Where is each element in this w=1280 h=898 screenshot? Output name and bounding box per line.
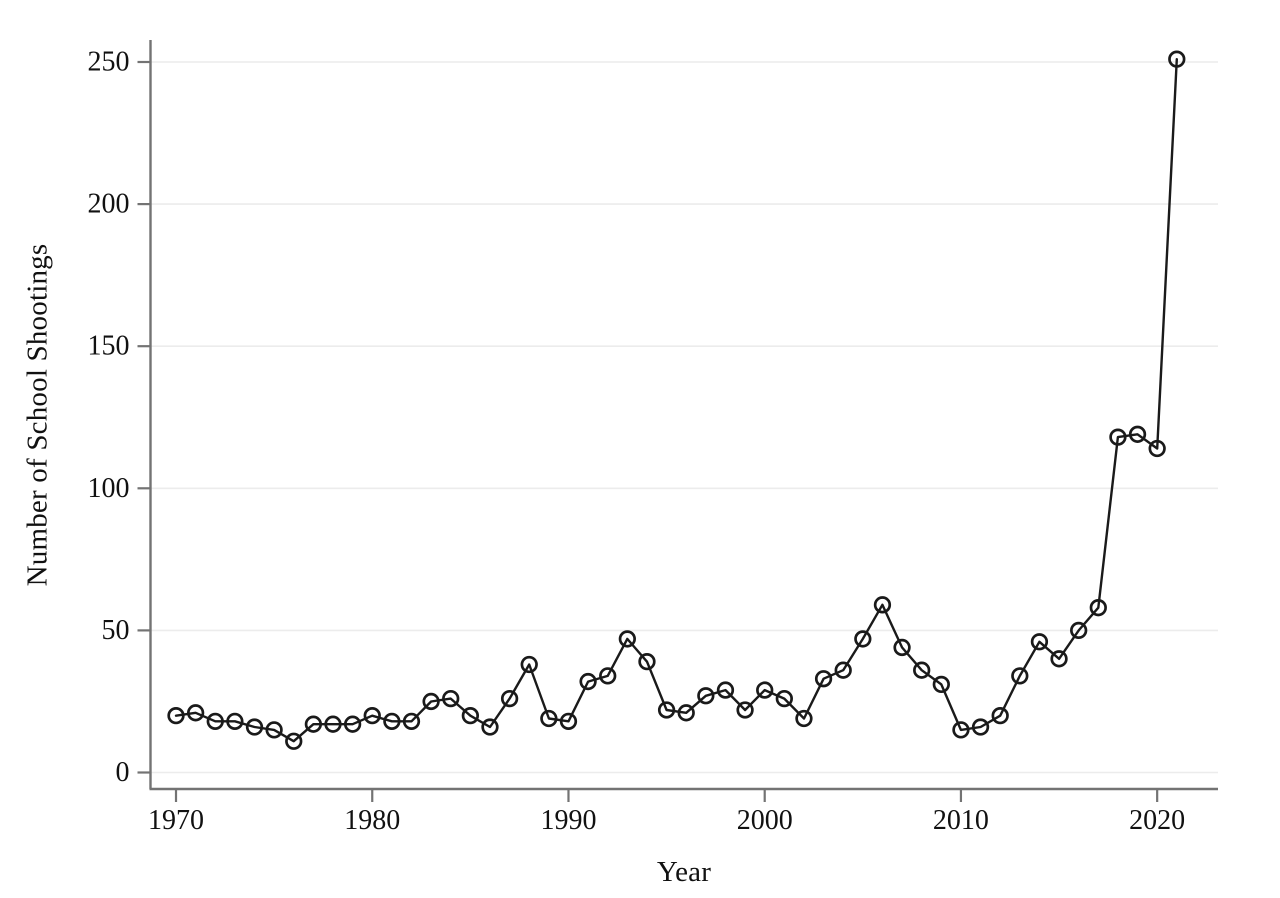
data-point-1971 <box>186 704 205 722</box>
data-point-1996 <box>677 704 695 722</box>
y-tick-label-50: 50 <box>102 615 130 646</box>
data-point-1986 <box>481 718 499 736</box>
data-line <box>174 58 1179 743</box>
data-point-2004 <box>834 661 852 679</box>
data-point-2007 <box>893 638 911 657</box>
x-tick-label-2010: 2010 <box>933 805 989 836</box>
data-point-2003 <box>814 670 833 688</box>
data-point-1991 <box>579 672 597 691</box>
data-point-1978 <box>324 715 342 733</box>
data-point-1972 <box>206 712 224 730</box>
data-point-2012 <box>991 707 1009 725</box>
data-point-2019 <box>1128 425 1147 443</box>
data-point-1977 <box>304 715 323 733</box>
data-point-1974 <box>245 718 264 736</box>
data-point-1970 <box>167 707 185 725</box>
y-tick-label-0: 0 <box>116 757 130 788</box>
y-tick-label-150: 150 <box>88 331 130 362</box>
data-point-1981 <box>383 712 401 730</box>
x-tick-label-1970: 1970 <box>148 805 204 836</box>
data-point-2006 <box>873 596 892 614</box>
data-point-2010 <box>952 721 970 739</box>
data-point-2001 <box>775 689 793 708</box>
data-point-1987 <box>500 689 519 708</box>
y-tick-label-100: 100 <box>88 473 130 504</box>
data-point-2017 <box>1089 599 1107 617</box>
data-point-1999 <box>736 701 754 719</box>
data-point-2002 <box>795 709 813 728</box>
data-point-1989 <box>540 709 558 728</box>
y-axis-title: Number of School Shootings <box>21 243 54 587</box>
x-tick-label-1990: 1990 <box>540 805 596 836</box>
data-point-2015 <box>1050 650 1068 668</box>
x-axis-title: Year <box>656 856 712 888</box>
data-point-1985 <box>461 707 480 725</box>
data-point-1994 <box>638 653 656 671</box>
data-point-2009 <box>932 675 950 694</box>
data-point-2016 <box>1070 621 1088 640</box>
data-point-1984 <box>442 689 460 708</box>
data-point-1980 <box>363 707 381 725</box>
data-point-2000 <box>756 681 774 699</box>
data-point-1990 <box>559 712 578 730</box>
data-point-2018 <box>1109 428 1127 446</box>
data-point-1995 <box>657 701 676 719</box>
data-point-1975 <box>265 721 283 739</box>
data-point-1982 <box>402 712 421 730</box>
data-point-1979 <box>343 715 362 733</box>
data-point-2008 <box>913 661 931 679</box>
y-tick-label-250: 250 <box>88 47 130 78</box>
data-point-1992 <box>599 667 617 685</box>
data-point-2011 <box>971 718 990 736</box>
data-point-2005 <box>854 630 872 648</box>
data-point-2013 <box>1011 667 1029 685</box>
data-point-1997 <box>697 687 715 705</box>
data-point-2014 <box>1030 633 1049 651</box>
data-point-1976 <box>285 732 303 750</box>
data-point-2021 <box>1168 50 1186 68</box>
data-point-2020 <box>1148 439 1166 458</box>
data-point-1998 <box>716 681 735 699</box>
x-tick-label-1980: 1980 <box>344 805 400 836</box>
data-point-1993 <box>618 630 636 648</box>
y-tick-label-200: 200 <box>88 189 130 220</box>
data-point-1983 <box>422 692 440 711</box>
x-tick-label-2000: 2000 <box>737 805 793 836</box>
data-point-1988 <box>520 655 538 674</box>
data-point-1973 <box>226 712 244 730</box>
x-tick-label-2020: 2020 <box>1129 805 1185 836</box>
